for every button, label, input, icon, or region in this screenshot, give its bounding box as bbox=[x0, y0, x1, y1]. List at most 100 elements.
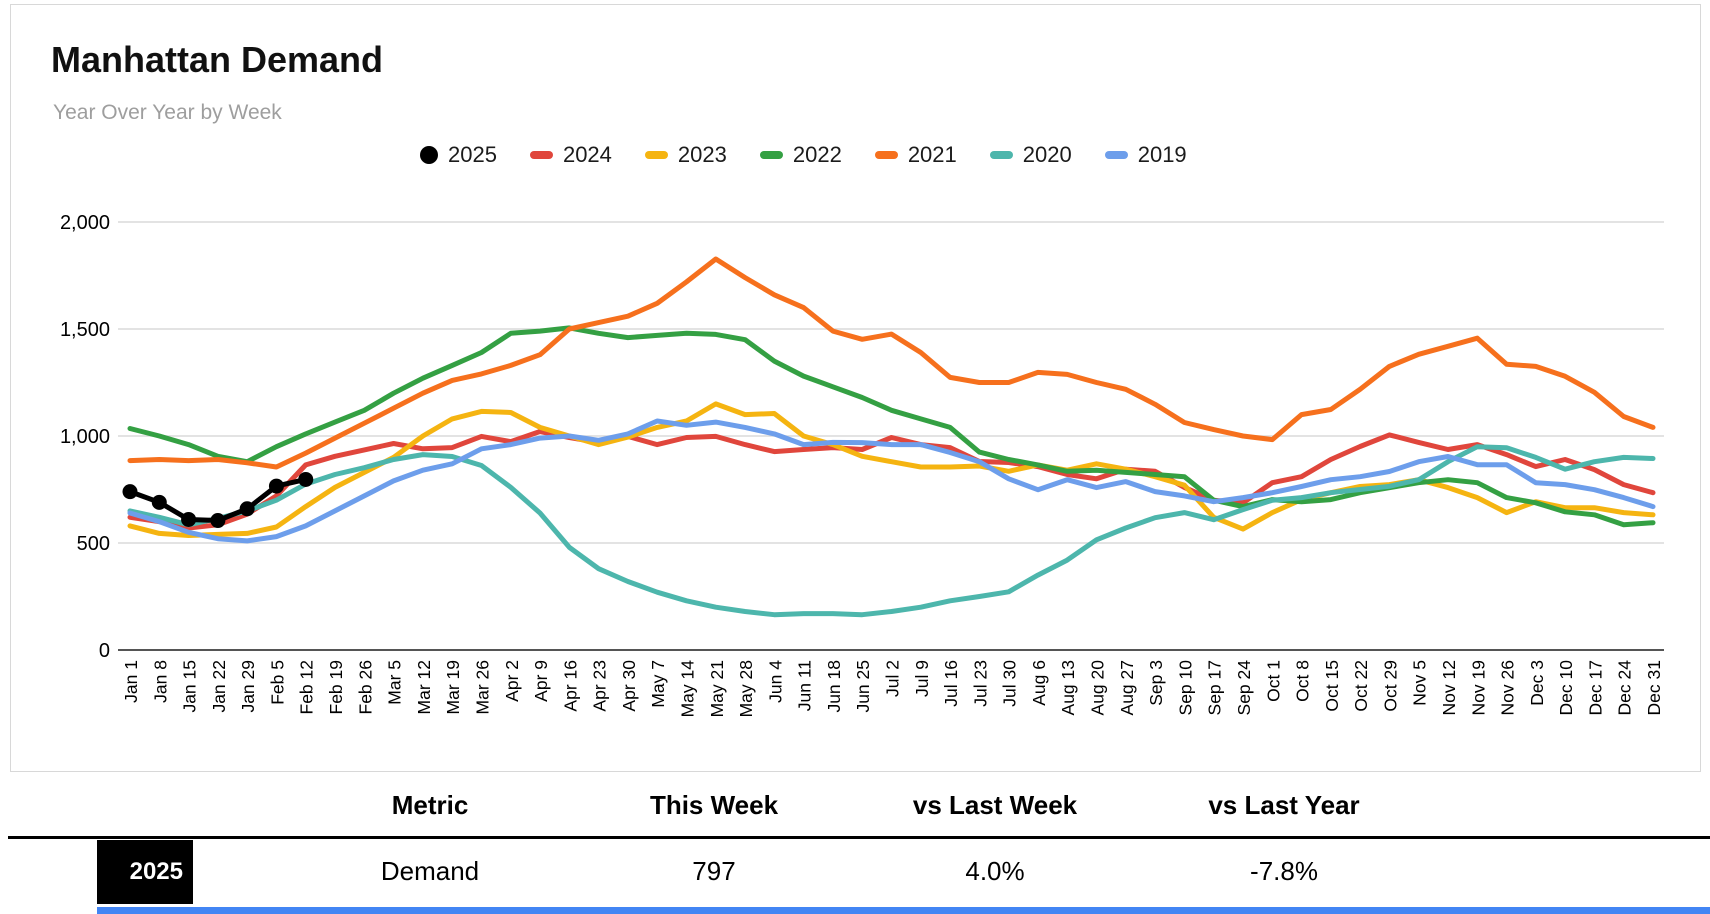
svg-text:0: 0 bbox=[99, 640, 110, 662]
svg-text:Dec 31: Dec 31 bbox=[1644, 660, 1664, 715]
svg-text:Sep 24: Sep 24 bbox=[1234, 660, 1254, 716]
svg-text:Mar 26: Mar 26 bbox=[472, 660, 492, 714]
legend-marker-2025 bbox=[420, 146, 438, 164]
svg-text:2,000: 2,000 bbox=[60, 212, 110, 234]
legend-item-2024[interactable]: 2024 bbox=[529, 142, 612, 168]
svg-text:Feb 26: Feb 26 bbox=[355, 660, 375, 714]
svg-text:Jul 30: Jul 30 bbox=[1000, 660, 1020, 707]
this-week-cell: 797 bbox=[692, 856, 736, 886]
legend-item-2023[interactable]: 2023 bbox=[644, 142, 727, 168]
svg-text:Feb 19: Feb 19 bbox=[326, 660, 346, 714]
svg-text:Jul 16: Jul 16 bbox=[941, 660, 961, 707]
legend-marker-2024 bbox=[529, 151, 553, 159]
legend-marker-2019 bbox=[1104, 151, 1128, 159]
legend-label: 2025 bbox=[448, 142, 497, 167]
svg-text:Sep 10: Sep 10 bbox=[1175, 660, 1195, 716]
svg-text:1,000: 1,000 bbox=[60, 426, 110, 448]
vs-last-year-cell: -7.8% bbox=[1250, 856, 1318, 886]
svg-text:Oct 8: Oct 8 bbox=[1293, 660, 1313, 702]
col-header-this-week: This Week bbox=[649, 790, 779, 820]
svg-text:May 28: May 28 bbox=[736, 660, 756, 717]
y-axis-labels: 0 500 1,000 1,500 2,000 bbox=[60, 212, 110, 662]
legend-item-2020[interactable]: 2020 bbox=[989, 142, 1072, 168]
svg-text:Sep 17: Sep 17 bbox=[1205, 660, 1225, 715]
svg-text:Jun 4: Jun 4 bbox=[765, 660, 785, 703]
svg-text:Dec 10: Dec 10 bbox=[1556, 660, 1576, 716]
svg-text:May 21: May 21 bbox=[707, 660, 727, 717]
svg-text:1,500: 1,500 bbox=[60, 319, 110, 341]
legend-item-2025[interactable]: 2025 bbox=[420, 142, 497, 168]
series-points-2025 bbox=[122, 471, 314, 529]
svg-text:Oct 15: Oct 15 bbox=[1322, 660, 1342, 712]
svg-text:Jun 11: Jun 11 bbox=[795, 660, 815, 711]
legend-label: 2019 bbox=[1137, 142, 1187, 167]
series-line-2024 bbox=[127, 429, 1656, 531]
col-header-vs-last-week: vs Last Week bbox=[912, 790, 1078, 820]
svg-text:Nov 19: Nov 19 bbox=[1468, 660, 1488, 715]
svg-text:Sep 3: Sep 3 bbox=[1146, 660, 1166, 706]
svg-text:Aug 13: Aug 13 bbox=[1058, 660, 1078, 715]
legend-item-2022[interactable]: 2022 bbox=[759, 142, 842, 168]
svg-text:Dec 17: Dec 17 bbox=[1585, 660, 1605, 715]
svg-text:Apr 30: Apr 30 bbox=[619, 660, 639, 712]
svg-text:Aug 20: Aug 20 bbox=[1088, 660, 1108, 716]
gridlines bbox=[118, 221, 1664, 651]
svg-text:Jan 22: Jan 22 bbox=[209, 660, 229, 713]
svg-text:May 7: May 7 bbox=[648, 660, 668, 708]
table-header-rule bbox=[8, 836, 1710, 839]
svg-text:Jan 29: Jan 29 bbox=[238, 660, 258, 713]
chart-card: Manhattan Demand Year Over Year by Week bbox=[10, 4, 1701, 772]
svg-text:Mar 5: Mar 5 bbox=[385, 660, 405, 705]
svg-text:Oct 1: Oct 1 bbox=[1263, 660, 1283, 702]
svg-text:Jan 1: Jan 1 bbox=[121, 660, 141, 703]
svg-text:Mar 12: Mar 12 bbox=[414, 660, 434, 714]
svg-text:Apr 16: Apr 16 bbox=[560, 660, 580, 712]
vs-last-week-cell: 4.0% bbox=[965, 856, 1025, 886]
svg-text:Jun 18: Jun 18 bbox=[824, 660, 844, 713]
svg-text:May 14: May 14 bbox=[677, 660, 697, 718]
svg-text:Dec 3: Dec 3 bbox=[1527, 660, 1547, 706]
legend-label: 2023 bbox=[677, 142, 727, 167]
svg-text:Nov 12: Nov 12 bbox=[1439, 660, 1459, 715]
col-header-vs-last-year: vs Last Year bbox=[1208, 790, 1360, 820]
svg-text:Jan 15: Jan 15 bbox=[180, 660, 200, 713]
svg-text:Oct 22: Oct 22 bbox=[1351, 660, 1371, 712]
legend-label: 2022 bbox=[792, 142, 842, 167]
svg-text:Jul 23: Jul 23 bbox=[970, 660, 990, 707]
svg-text:Apr 23: Apr 23 bbox=[590, 660, 610, 712]
svg-text:Jun 25: Jun 25 bbox=[853, 660, 873, 713]
svg-text:Aug 27: Aug 27 bbox=[1117, 660, 1137, 715]
legend-label: 2024 bbox=[562, 142, 612, 167]
demand-line-chart[interactable]: 0 500 1,000 1,500 2,000 Jan 1 Jan 8 Jan 15 Jan 2… bbox=[0, 0, 1710, 768]
year-badge-2025: 2025 bbox=[97, 840, 193, 904]
x-axis-labels: Jan 1 Jan 8 Jan 15 Jan 22 Jan 29 Feb 5 Feb 12 F… bbox=[121, 660, 1664, 718]
chart-title: Manhattan Demand bbox=[51, 39, 384, 80]
svg-text:Mar 19: Mar 19 bbox=[443, 660, 463, 714]
legend-item-2019[interactable]: 2019 bbox=[1104, 142, 1187, 168]
table-accent-bar bbox=[97, 907, 1710, 914]
chart-legend: 2025 2024 2023 2022 2021 2020 2019 bbox=[420, 142, 1187, 168]
svg-text:500: 500 bbox=[77, 533, 110, 555]
series-line-2019 bbox=[127, 418, 1656, 544]
svg-text:Dec 24: Dec 24 bbox=[1615, 660, 1635, 716]
legend-item-2021[interactable]: 2021 bbox=[874, 142, 957, 168]
svg-text:Oct 29: Oct 29 bbox=[1380, 660, 1400, 712]
svg-text:Apr 9: Apr 9 bbox=[531, 660, 551, 702]
svg-text:Nov 26: Nov 26 bbox=[1498, 660, 1518, 715]
legend-label: 2021 bbox=[907, 142, 957, 167]
svg-text:Jul 2: Jul 2 bbox=[883, 660, 903, 697]
metric-cell: Demand bbox=[380, 856, 480, 886]
svg-text:Feb 12: Feb 12 bbox=[297, 660, 317, 714]
legend-marker-2021 bbox=[874, 151, 898, 159]
series-line-2020 bbox=[127, 444, 1656, 618]
svg-text:Jul 9: Jul 9 bbox=[912, 660, 932, 697]
svg-text:Feb 5: Feb 5 bbox=[267, 660, 287, 705]
chart-subtitle: Year Over Year by Week bbox=[53, 101, 282, 124]
series-line-2021 bbox=[127, 256, 1656, 470]
legend-marker-2020 bbox=[989, 151, 1013, 159]
svg-text:Apr 2: Apr 2 bbox=[502, 660, 522, 702]
svg-text:Aug 6: Aug 6 bbox=[1029, 660, 1049, 706]
col-header-metric: Metric bbox=[391, 790, 469, 820]
legend-marker-2022 bbox=[759, 151, 783, 159]
legend-label: 2020 bbox=[1022, 142, 1072, 167]
